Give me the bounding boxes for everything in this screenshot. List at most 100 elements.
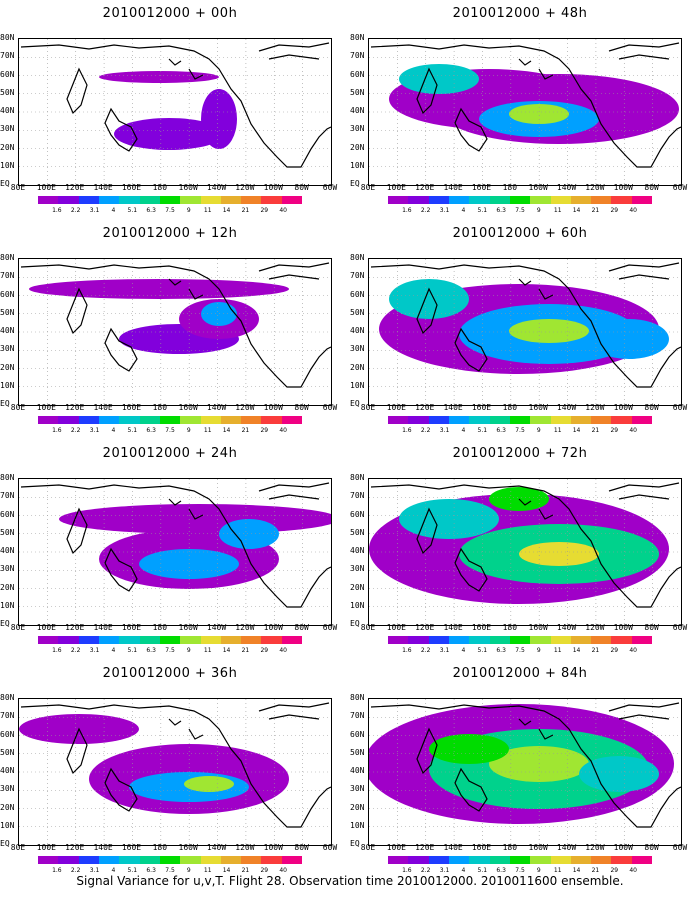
colorbar-label: 7.5: [515, 647, 525, 654]
lon-tick-label: 180: [152, 403, 168, 412]
colorbar-swatch: [78, 856, 99, 864]
colorbar-label: 7.5: [515, 867, 525, 874]
panel-title: 2010012000 + 72h: [452, 446, 588, 461]
colorbar-swatch: [509, 196, 531, 204]
colorbar-label: 7.5: [515, 207, 525, 214]
colorbar: [38, 196, 303, 204]
colorbar-label: 40: [629, 867, 637, 874]
colorbar-swatch: [388, 196, 409, 204]
colorbar-label: 21: [591, 647, 600, 654]
lat-tick-label: 40N: [0, 766, 15, 775]
colorbar-swatch: [159, 856, 181, 864]
lon-tick-label: 60W: [672, 843, 688, 852]
lon-tick-label: 100E: [36, 623, 56, 632]
lon-tick-label: 60W: [322, 403, 338, 412]
colorbar-label: 14: [572, 207, 581, 214]
colorbar-label: 21: [241, 427, 250, 434]
figure-caption: Signal Variance for u,v,T. Flight 28. Ob…: [76, 874, 624, 888]
colorbar-label: 1.6: [402, 867, 412, 874]
lat-tick-label: EQ: [0, 839, 10, 848]
lat-tick-label: 10N: [0, 160, 15, 170]
panel-title: 2010012000 + 84h: [452, 666, 588, 681]
lon-axis: 80E 100E 120E 140E 160E 180 160W 140W 120W 100W 80…: [358, 843, 688, 853]
panel-72h: 2010012000 + 72h 80N 70N 60N 50N 40N 30N 20N 10…: [350, 440, 690, 654]
lon-tick-label: 160W: [528, 623, 548, 632]
variance-region: [201, 89, 237, 149]
colorbar-label: 6.3: [496, 867, 506, 874]
lat-tick-label: 70N: [0, 711, 15, 721]
lat-tick-label: 70N: [350, 271, 365, 281]
colorbar-label: 6.3: [146, 207, 156, 214]
lon-tick-label: 100W: [263, 183, 283, 192]
variance-region: [389, 279, 469, 319]
colorbar-swatch: [469, 416, 490, 424]
lon-tick-label: 80W: [294, 183, 309, 192]
colorbar-label: 5.1: [477, 647, 488, 654]
colorbar-swatch: [261, 856, 282, 864]
colorbar-swatch: [281, 636, 303, 644]
colorbar-swatch: [119, 636, 140, 644]
colorbar-label: 1.6: [52, 207, 62, 214]
colorbar-label: 1.6: [402, 207, 412, 214]
colorbar-swatch: [591, 636, 612, 644]
colorbar-labels: 1.6 2.2 3.1 4 5.1 6.3 7.5 9 11 14 21 29 40: [38, 867, 302, 875]
lon-tick-label: 140W: [556, 183, 577, 192]
colorbar-swatch: [38, 636, 59, 644]
lon-tick-label: 60W: [322, 183, 338, 192]
lon-tick-label: 100E: [386, 183, 406, 192]
lon-tick-label: 120W: [585, 403, 605, 412]
colorbar-label: 3.1: [439, 647, 450, 654]
colorbar-swatch: [570, 196, 592, 204]
panel-60h: 2010012000 + 60h 80N 70N 60N 50N 40N 30N 20N 10…: [350, 220, 690, 434]
lon-tick-label: 120E: [65, 623, 85, 632]
map-plot: [368, 258, 682, 406]
colorbar-swatch: [509, 636, 531, 644]
coastline: [370, 482, 681, 608]
colorbar: [388, 196, 653, 204]
colorbar-label: 5.1: [127, 867, 138, 874]
lon-tick-label: 120W: [235, 623, 255, 632]
lon-tick-label: 80E: [360, 183, 376, 192]
colorbar-swatch: [489, 636, 510, 644]
colorbar-label: 9: [186, 647, 191, 654]
colorbar-swatch: [469, 856, 490, 864]
colorbar-swatch: [180, 636, 201, 644]
colorbar-swatch: [408, 196, 429, 204]
lon-tick-label: 100W: [613, 843, 633, 852]
lat-tick-label: 80N: [350, 253, 365, 262]
lon-tick-label: 180: [152, 183, 168, 192]
colorbar-label: 40: [629, 427, 637, 434]
lat-tick-label: 30N: [0, 124, 15, 134]
lat-tick-label: 40N: [350, 546, 365, 555]
lat-tick-label: 10N: [350, 160, 365, 170]
lon-tick-label: 140E: [93, 403, 113, 412]
lat-tick-label: 40N: [350, 326, 365, 335]
coastline: [20, 702, 331, 828]
colorbar-label: 9: [536, 427, 541, 434]
lon-tick-label: 160W: [528, 183, 548, 192]
colorbar-label: 1.6: [52, 867, 62, 874]
colorbar-label: 11: [553, 207, 562, 214]
colorbar-swatch: [550, 856, 571, 864]
panel-84h: 2010012000 + 84h 80N 70N 60N 50N 40N 30N 20N 10…: [350, 660, 690, 874]
panel-12h: 2010012000 + 12h 80N 70N 60N 50N 40N 30N 20N 10…: [0, 220, 340, 434]
lat-tick-label: 20N: [0, 802, 15, 812]
colorbar-swatch: [159, 636, 181, 644]
variance-region: [519, 542, 599, 566]
variance-region: [219, 519, 279, 549]
lon-tick-label: 100W: [613, 623, 633, 632]
colorbar-swatch: [261, 416, 282, 424]
colorbar-swatch: [220, 196, 242, 204]
lat-tick-label: 30N: [0, 784, 15, 794]
lon-tick-label: 160W: [178, 183, 198, 192]
colorbar-swatch: [281, 196, 303, 204]
lat-tick-label: 60N: [0, 729, 15, 739]
colorbar-swatch: [448, 196, 470, 204]
lat-tick-label: 80N: [350, 693, 365, 702]
colorbar-label: 40: [629, 647, 637, 654]
colorbar-label: 7.5: [515, 427, 525, 434]
map-plot: [368, 698, 682, 846]
colorbar-swatch: [631, 636, 653, 644]
lon-tick-label: 140W: [206, 623, 227, 632]
colorbar-labels: 1.6 2.2 3.1 4 5.1 6.3 7.5 9 11 14 21 29 40: [38, 207, 302, 215]
